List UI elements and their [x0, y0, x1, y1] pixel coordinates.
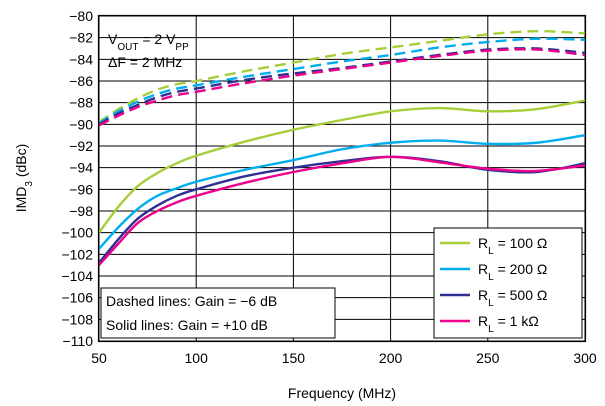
solid-series-line — [98, 155, 586, 266]
gain-note-box — [100, 287, 336, 339]
legend-label: RL = 500 Ω — [478, 287, 547, 309]
x-tick-label: 250 — [476, 350, 500, 366]
solid-series-line — [98, 99, 586, 234]
y-tick-label: −80 — [69, 8, 93, 24]
dashed-lines-note: Dashed lines: Gain = −6 dB — [106, 293, 277, 309]
y-tick-label: −98 — [69, 203, 93, 219]
legend-label: RL = 1 kΩ — [478, 313, 539, 335]
x-tick-label: 300 — [573, 350, 597, 366]
y-tick-label: −84 — [69, 51, 93, 67]
vout-annotation: VOUT = 2 VPP — [108, 31, 189, 53]
y-tick-label: −100 — [61, 225, 93, 241]
y-tick-label: −104 — [61, 268, 93, 284]
y-tick-label: −106 — [61, 290, 93, 306]
y-tick-label: −88 — [69, 95, 93, 111]
x-tick-label: 100 — [185, 350, 209, 366]
deltaf-annotation: ΔF = 2 MHz — [108, 54, 182, 70]
y-tick-label: −102 — [61, 246, 93, 262]
series-group — [98, 29, 586, 266]
dashed-series-line — [98, 37, 586, 125]
x-axis-title: Frequency (MHz) — [288, 385, 396, 401]
y-axis-title: IMD3 (dBc) — [13, 144, 35, 213]
solid-lines-note: Solid lines: Gain = +10 dB — [106, 317, 268, 333]
y-tick-label: −96 — [69, 181, 93, 197]
legend-label: RL = 100 Ω — [478, 235, 547, 257]
legend-label: RL = 200 Ω — [478, 261, 547, 283]
y-tick-label: −86 — [69, 73, 93, 89]
dashed-series-line — [98, 48, 586, 127]
x-tick-label: 50 — [91, 350, 107, 366]
y-tick-label: −108 — [61, 311, 93, 327]
solid-series-line — [98, 133, 586, 250]
y-tick-labels: −110 −108 −106 −104 −102 −100 −98 −96 −94 −92 −90 −… — [61, 8, 93, 349]
dashed-series-line — [98, 29, 586, 124]
plot-frame — [97, 14, 587, 343]
y-tick-label: −90 — [69, 116, 93, 132]
legend-box — [433, 227, 583, 339]
x-tick-label: 150 — [282, 350, 306, 366]
y-tick-label: −92 — [69, 138, 93, 154]
x-tick-labels: 50 100 150 200 250 300 — [91, 350, 597, 366]
legend: RL = 100 Ω RL = 200 Ω RL = 500 Ω RL = 1 kΩ — [433, 227, 583, 339]
annotations-group: VOUT = 2 VPP ΔF = 2 MHz Dashed lines: Ga… — [100, 31, 336, 339]
x-tick-label: 200 — [379, 350, 403, 366]
y-tick-label: −82 — [69, 30, 93, 46]
y-tick-label: −94 — [69, 160, 93, 176]
y-tick-label: −110 — [63, 333, 94, 349]
